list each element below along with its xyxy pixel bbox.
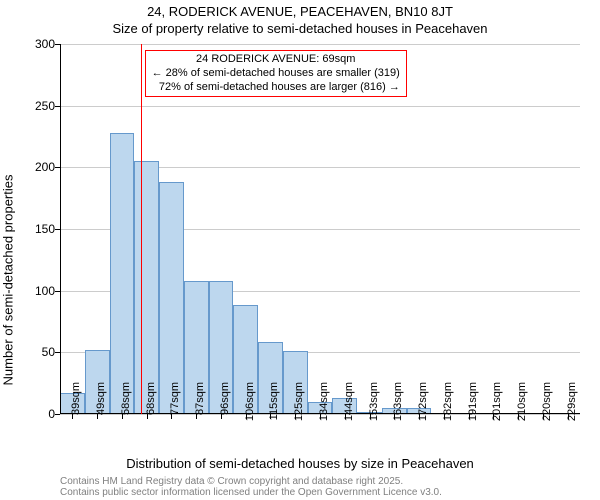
histogram-bar xyxy=(134,161,159,414)
xtick-label: 58sqm xyxy=(120,382,132,422)
annotation-line: ← 28% of semi-detached houses are smalle… xyxy=(152,67,400,81)
annotation-line: 72% of semi-detached houses are larger (… xyxy=(152,81,400,95)
y-axis-label: Number of semi-detached properties xyxy=(1,175,16,386)
xtick-label: 229sqm xyxy=(566,382,578,422)
xtick-label: 49sqm xyxy=(95,382,107,422)
xtick-label: 68sqm xyxy=(145,382,157,422)
x-axis-label: Distribution of semi-detached houses by … xyxy=(0,456,600,471)
xtick-label: 39sqm xyxy=(70,382,82,422)
xtick-label: 144sqm xyxy=(343,382,355,422)
ytick-label: 150 xyxy=(35,222,55,236)
xtick-label: 125sqm xyxy=(293,382,305,422)
ytick-label: 200 xyxy=(35,160,55,174)
annotation-line: 24 RODERICK AVENUE: 69sqm xyxy=(152,53,400,67)
xtick-label: 210sqm xyxy=(516,382,528,422)
xtick-label: 77sqm xyxy=(169,382,181,422)
xtick-label: 96sqm xyxy=(219,382,231,422)
title-subtitle: Size of property relative to semi-detach… xyxy=(0,21,600,38)
plot-area: 24 RODERICK AVENUE: 69sqm← 28% of semi-d… xyxy=(60,44,580,414)
annotation-box: 24 RODERICK AVENUE: 69sqm← 28% of semi-d… xyxy=(145,50,407,97)
xtick-label: 115sqm xyxy=(268,382,280,422)
xtick-label: 87sqm xyxy=(194,382,206,422)
xtick-label: 134sqm xyxy=(318,382,330,422)
gridline xyxy=(60,44,580,45)
footnote-2: Contains public sector information licen… xyxy=(60,487,442,498)
histogram-bar xyxy=(110,133,135,414)
xtick-label: 201sqm xyxy=(491,382,503,422)
xtick-label: 163sqm xyxy=(392,382,404,422)
ytick-label: 0 xyxy=(48,407,55,421)
ytick-label: 300 xyxy=(35,37,55,51)
ytick-label: 250 xyxy=(35,99,55,113)
xtick-label: 182sqm xyxy=(442,382,454,422)
gridline xyxy=(60,106,580,107)
ytick-label: 50 xyxy=(42,345,55,359)
xtick-label: 106sqm xyxy=(244,382,256,422)
chart-container: 24, RODERICK AVENUE, PEACEHAVEN, BN10 8J… xyxy=(0,0,600,500)
xtick-label: 220sqm xyxy=(541,382,553,422)
title-address: 24, RODERICK AVENUE, PEACEHAVEN, BN10 8J… xyxy=(0,4,600,21)
reference-line xyxy=(141,44,142,414)
ytick-label: 100 xyxy=(35,284,55,298)
footnote-1: Contains HM Land Registry data © Crown c… xyxy=(60,476,403,487)
histogram-bar xyxy=(159,182,184,414)
xtick-label: 153sqm xyxy=(368,382,380,422)
xtick-label: 172sqm xyxy=(417,382,429,422)
xtick-label: 191sqm xyxy=(467,382,479,422)
